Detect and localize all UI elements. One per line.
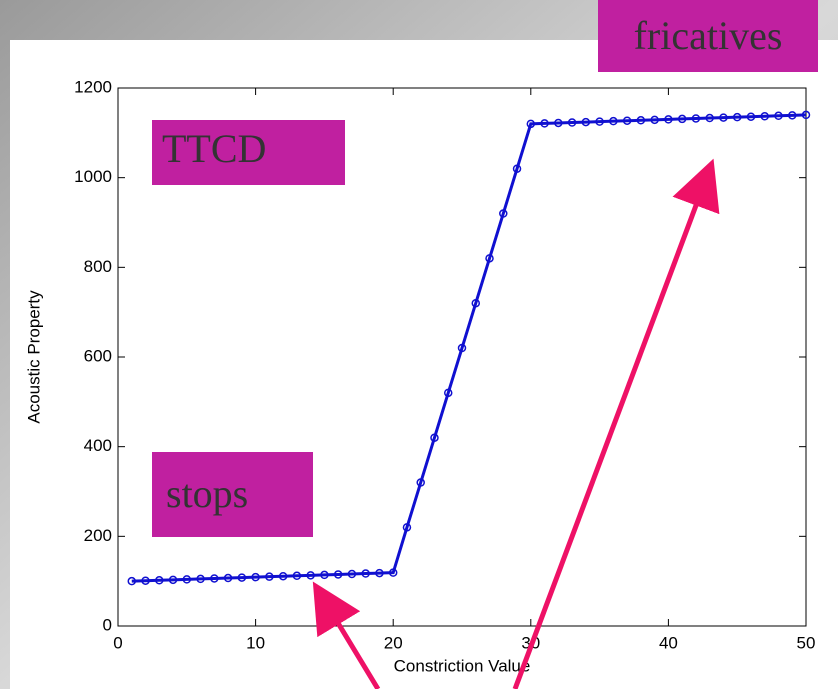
y-tick-label: 400: [84, 436, 112, 455]
x-tick-label: 10: [246, 633, 265, 652]
marker: [801, 110, 811, 120]
marker: [581, 117, 591, 127]
y-tick-label: 600: [84, 346, 112, 365]
marker: [333, 570, 343, 579]
marker: [251, 572, 260, 582]
y-tick-label: 200: [84, 526, 112, 545]
marker: [677, 114, 687, 124]
annotation-box: [598, 0, 818, 72]
marker: [664, 115, 673, 124]
marker: [388, 568, 398, 577]
marker: [416, 478, 425, 487]
marker: [306, 571, 315, 580]
annotation: fricatives: [634, 13, 783, 58]
marker: [691, 114, 701, 123]
y-tick-label: 0: [103, 615, 112, 634]
annotation: stops: [166, 471, 248, 516]
marker: [567, 118, 577, 127]
x-tick-label: 50: [797, 633, 816, 652]
marker: [540, 119, 549, 128]
marker: [182, 575, 192, 584]
marker: [636, 116, 646, 125]
marker: [787, 111, 797, 120]
marker: [375, 568, 384, 578]
x-axis-label: Constriction Value: [394, 656, 531, 675]
marker: [705, 113, 714, 123]
marker: [719, 113, 728, 122]
marker: [443, 388, 453, 398]
annotation: TTCD: [162, 126, 266, 171]
y-tick-label: 1000: [74, 167, 112, 186]
marker: [278, 571, 288, 581]
marker: [155, 576, 164, 585]
x-tick-label: 0: [113, 633, 122, 652]
marker: [320, 570, 329, 580]
annotation-box: [152, 452, 313, 537]
marker: [732, 112, 742, 122]
y-tick-label: 800: [84, 257, 112, 276]
y-tick-label: 1200: [74, 77, 112, 96]
marker: [622, 116, 632, 125]
x-tick-label: 20: [384, 633, 403, 652]
arrow: [312, 581, 381, 691]
marker: [265, 572, 274, 581]
marker: [485, 254, 494, 263]
marker: [196, 574, 205, 584]
marker: [554, 118, 563, 128]
marker: [471, 298, 481, 308]
marker: [512, 164, 522, 173]
marker: [430, 433, 439, 442]
marker: [237, 573, 247, 582]
marker: [760, 111, 769, 121]
marker: [499, 209, 508, 218]
marker: [210, 574, 219, 583]
marker: [168, 575, 178, 585]
y-axis-label: Acoustic Property: [24, 290, 43, 424]
arrow: [512, 158, 720, 690]
marker: [223, 573, 233, 583]
marker: [650, 115, 659, 125]
marker: [361, 569, 370, 578]
marker: [774, 111, 783, 121]
line: [131, 113, 807, 583]
marker: [526, 119, 536, 129]
marker: [457, 343, 467, 353]
marker: [127, 576, 137, 586]
plot-background: [10, 40, 838, 689]
annotation-box: [152, 120, 345, 185]
plot: 02004006008001000120001020304050: [74, 77, 815, 652]
marker: [402, 523, 412, 532]
marker: [595, 117, 604, 126]
marker: [347, 569, 357, 579]
x-tick-label: 40: [659, 633, 678, 652]
marker: [141, 576, 150, 585]
marker: [746, 112, 756, 121]
marker: [292, 571, 302, 581]
marker: [609, 116, 618, 126]
